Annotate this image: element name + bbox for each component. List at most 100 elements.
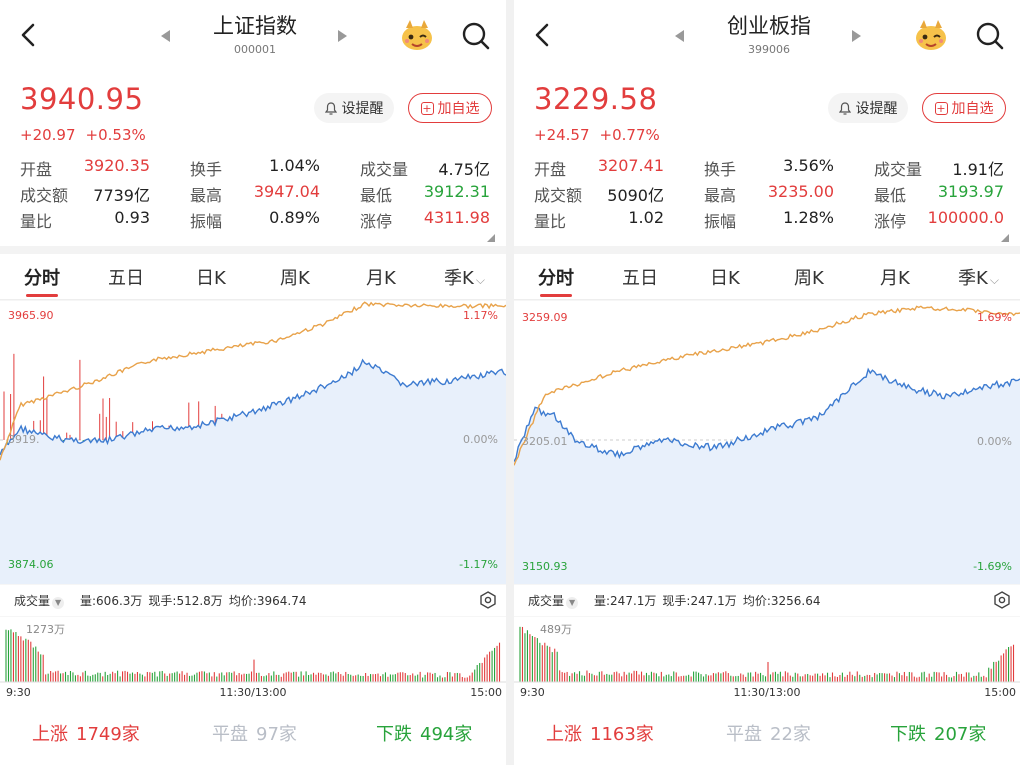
y-axis-low: 3150.93 [522,560,568,573]
volume-readout: 量:247.1万 现手:247.1万 均价:3256.64 [594,594,821,608]
advancers: 上涨 1163家 [546,724,654,745]
unchanged: 平盘 22家 [726,724,811,745]
stat-open: 开盘 3207.41 [534,156,664,179]
volume-chart[interactable]: 489万 9:30 11:30/13:00 15:00 [514,616,1020,702]
next-index-icon[interactable] [850,28,864,44]
stat-limit-up: 涨停 4311.98 [360,208,490,231]
expand-corner-icon[interactable] [487,234,495,242]
current-price: 3940.95 [20,82,144,116]
settings-icon[interactable] [992,590,1012,610]
advancers: 上涨 1749家 [32,724,140,745]
chevron-down-icon: ⌵ [475,273,485,287]
change-absolute: +20.97 [20,126,76,144]
set-alert-button[interactable]: 设提醒 [314,93,394,123]
tab-monthly-k[interactable]: 月K [880,268,910,289]
pct-axis-low: -1.17% [459,558,498,571]
mascot-icon[interactable] [912,16,950,54]
tab-weekly-k[interactable]: 周K [794,268,824,289]
tab-weekly-k[interactable]: 周K [280,268,310,289]
stats-row: 量比 0.93 振幅 0.89% 涨停 4311.98 [20,208,490,234]
chevron-down-icon: ⌵ [989,273,999,287]
change-percent: +0.53% [85,126,146,144]
time-start: 9:30 [6,686,31,699]
stat-high: 最高 3947.04 [190,182,320,205]
current-price: 3229.58 [534,82,658,116]
expand-corner-icon[interactable] [1001,234,1009,242]
market-breadth: 上涨 1163家 平盘 22家 下跌 207家 [514,714,1020,750]
search-icon[interactable] [974,20,1006,52]
stats-row: 量比 1.02 振幅 1.28% 涨停 100000.0 [534,208,1004,234]
stats-grid: 开盘 3920.35 换手 1.04% 成交量 4.75亿 成交额 7739亿 最高 39… [20,156,490,234]
volume-max-label: 489万 [540,623,572,636]
stats-row: 开盘 3207.41 换手 3.56% 成交量 1.91亿 [534,156,1004,182]
index-panel-chinext: 创业板指 399006 3229.58 +24.57 +0.77% 设提醒 + 加… [514,0,1020,765]
stat-volume-ratio: 量比 0.93 [20,208,150,231]
tab-daily-k[interactable]: 日K [196,268,226,289]
add-watchlist-button[interactable]: + 加自选 [922,93,1006,123]
stat-low: 最低 3912.31 [360,182,490,205]
intraday-chart[interactable]: 3259.09 1.69% 3205.01 0.00% 3150.93 -1.6… [514,300,1020,585]
volume-info-bar: 成交量 ▼ 量:606.3万 现手:512.8万 均价:3964.74 [0,588,506,616]
chevron-down-icon: ▼ [52,597,65,609]
active-tab-indicator [540,294,572,297]
decliners: 下跌 494家 [376,724,473,745]
stat-low: 最低 3193.97 [874,182,1004,205]
intraday-chart[interactable]: 3965.90 1.17% 3919. 0.00% 3874.06 -1.17% [0,300,506,585]
back-arrow-icon[interactable] [14,20,44,50]
volume-chart[interactable]: 1273万 9:30 11:30/13:00 15:00 [0,616,506,702]
time-end: 15:00 [470,686,502,699]
y-axis-high: 3965.90 [8,309,54,322]
time-mid: 11:30/13:00 [733,686,800,699]
stat-amplitude: 振幅 1.28% [704,208,834,231]
index-title: 上证指数 [213,14,297,38]
stats-grid: 开盘 3207.41 换手 3.56% 成交量 1.91亿 成交额 5090亿 最高 32… [534,156,1004,234]
tab-five-day[interactable]: 五日 [622,268,658,289]
decliners: 下跌 207家 [890,724,987,745]
section-gap [0,246,506,254]
add-watchlist-label: 加自选 [437,101,480,117]
pct-axis-high: 1.17% [463,309,498,322]
tab-quarterly-k[interactable]: 季K ⌵ [958,268,999,289]
pct-axis-low: -1.69% [973,560,1012,573]
time-end: 15:00 [984,686,1016,699]
settings-icon[interactable] [478,590,498,610]
chevron-down-icon: ▼ [566,597,579,609]
volume-max-label: 1273万 [26,623,65,636]
price-change: +20.97 +0.53% [20,126,156,144]
tab-monthly-k[interactable]: 月K [366,268,396,289]
search-icon[interactable] [460,20,492,52]
stat-high: 最高 3235.00 [704,182,834,205]
index-title: 创业板指 [727,14,811,38]
top-bar: 创业板指 399006 [514,0,1020,72]
pct-axis-high: 1.69% [977,311,1012,324]
back-arrow-icon[interactable] [528,20,558,50]
prev-index-icon[interactable] [672,28,686,44]
mascot-icon[interactable] [398,16,436,54]
chart-tabs: 分时 五日 日K 周K 月K 季K ⌵ [514,256,1020,300]
stat-volume: 成交量 4.75亿 [360,160,490,179]
y-axis-high: 3259.09 [522,311,568,324]
volume-indicator-select[interactable]: 成交量 ▼ [528,592,579,609]
chart-tabs: 分时 五日 日K 周K 月K 季K ⌵ [0,256,506,300]
tab-quarterly-k[interactable]: 季K ⌵ [444,268,485,289]
stat-amount: 成交额 5090亿 [534,186,664,205]
tab-five-day[interactable]: 五日 [108,268,144,289]
tab-intraday[interactable]: 分时 [24,268,60,289]
y-axis-mid: 3205.01 [522,435,568,448]
stats-row: 成交额 5090亿 最高 3235.00 最低 3193.97 [534,182,1004,208]
next-index-icon[interactable] [336,28,350,44]
tab-daily-k[interactable]: 日K [710,268,740,289]
volume-indicator-select[interactable]: 成交量 ▼ [14,592,65,609]
stat-open: 开盘 3920.35 [20,156,150,179]
set-alert-button[interactable]: 设提醒 [828,93,908,123]
tab-intraday[interactable]: 分时 [538,268,574,289]
set-alert-label: 设提醒 [341,101,384,117]
set-alert-label: 设提醒 [855,101,898,117]
prev-index-icon[interactable] [158,28,172,44]
stats-row: 成交额 7739亿 最高 3947.04 最低 3912.31 [20,182,490,208]
stat-amount: 成交额 7739亿 [20,186,150,205]
index-code: 399006 [748,43,790,56]
add-watchlist-button[interactable]: + 加自选 [408,93,492,123]
stat-turnover-rate: 换手 3.56% [704,156,834,179]
plus-icon: + [934,101,948,115]
